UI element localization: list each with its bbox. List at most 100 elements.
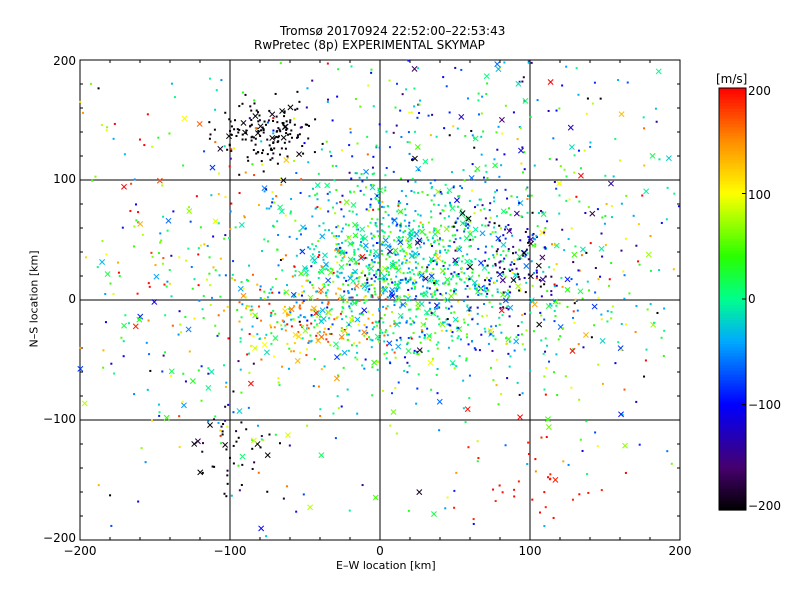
scatter-point [491,264,494,267]
scatter-point [526,228,529,231]
scatter-point [381,205,384,208]
scatter-point [545,366,548,369]
scatter-cross-marker [472,226,479,233]
scatter-point [306,274,309,277]
colorbar-tick-label: 0 [748,292,756,306]
scatter-point [217,421,220,424]
scatter-point [514,251,517,254]
scatter-point [323,285,326,288]
scatter-point [387,214,390,217]
scatter-point [190,265,193,268]
scatter-point [337,235,340,238]
scatter-point [248,117,251,120]
scatter-point [358,312,361,315]
scatter-point [366,331,369,334]
scatter-point [416,116,419,119]
scatter-point [364,295,367,298]
scatter-point [357,262,360,265]
scatter-point [552,371,555,374]
scatter-point [271,157,274,160]
scatter-point [378,146,381,149]
scatter-point [460,68,463,71]
scatter-cross-marker [582,332,589,338]
scatter-point [471,271,474,274]
scatter-point [385,329,388,332]
scatter-point [407,59,410,62]
scatter-point [411,177,414,180]
scatter-point [426,193,429,196]
colorbar-segment [719,178,746,183]
scatter-point [586,280,589,283]
scatter-point [292,296,295,299]
scatter-point [433,227,436,230]
scatter-point [426,327,429,330]
scatter-point [208,77,211,80]
scatter-point [355,262,358,265]
scatter-point [178,310,181,313]
scatter-point [451,362,454,365]
scatter-point [410,337,413,340]
scatter-point [570,386,573,389]
scatter-point [399,222,402,225]
scatter-point [399,270,402,273]
scatter-point [353,252,356,255]
scatter-point [335,235,338,238]
scatter-point [389,295,392,298]
scatter-point [498,316,501,319]
scatter-point [439,237,442,240]
scatter-point [392,170,395,173]
scatter-point [236,128,239,131]
scatter-point [516,381,519,384]
scatter-point [270,332,273,335]
scatter-point [310,322,313,325]
scatter-point [456,205,459,208]
scatter-cross-marker [418,301,425,307]
colorbar-segment [719,169,746,173]
scatter-point [433,240,436,243]
scatter-point [447,307,450,310]
scatter-point [383,340,386,343]
scatter-point [361,180,364,183]
scatter-point [610,262,613,265]
scatter-point [451,331,454,334]
scatter-point [317,271,320,274]
scatter-point [390,392,393,395]
scatter-point [555,158,558,161]
scatter-point [442,321,445,324]
scatter-point [458,194,461,197]
scatter-point [331,323,334,326]
scatter-cross-marker [333,341,339,348]
scatter-point [575,299,578,302]
scatter-cross-marker [540,211,547,218]
scatter-point [284,214,287,217]
scatter-point [358,176,361,179]
scatter-point [635,400,638,403]
scatter-point [353,258,356,261]
scatter-cross-marker [422,158,429,165]
scatter-point [158,414,161,417]
scatter-point [468,287,471,290]
scatter-point [489,216,492,219]
scatter-cross-marker [418,272,425,279]
scatter-cross-marker [277,204,284,211]
scatter-cross-marker [282,123,289,130]
scatter-point [289,119,292,122]
scatter-point [412,351,415,354]
colorbar-segment [719,419,746,424]
scatter-point [295,237,298,240]
scatter-cross-marker [510,277,517,284]
scatter-point [382,305,385,308]
scatter-point [466,336,469,339]
scatter-point [443,273,446,276]
scatter-point [439,212,442,215]
scatter-point [387,235,390,238]
scatter-point [299,314,302,317]
scatter-point [401,240,404,243]
scatter-point [240,391,243,394]
scatter-point [606,320,609,323]
scatter-cross-marker [414,144,421,151]
scatter-point [304,123,307,126]
scatter-point [484,330,487,333]
scatter-point [356,224,359,227]
scatter-point [254,127,257,130]
